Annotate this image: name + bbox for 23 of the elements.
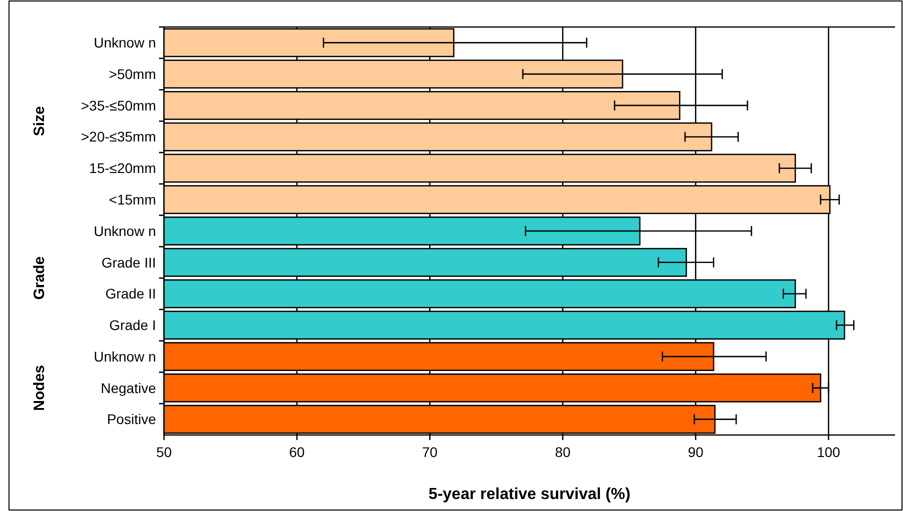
- y-tick-label: >50mm: [108, 66, 156, 82]
- y-tick-label: >35-≤50mm: [81, 97, 156, 114]
- x-tick-label: 80: [554, 444, 571, 460]
- x-tick-label: 100: [816, 444, 840, 460]
- y-tick-label: <15mm: [108, 192, 156, 208]
- x-tick-label: 70: [422, 444, 438, 460]
- text: Grade: [31, 256, 48, 300]
- y-tick-label: >20-≤35mm: [81, 128, 156, 145]
- x-axis-title: 5-year relative survival (%): [428, 486, 630, 503]
- x-tick-label: 90: [688, 444, 704, 460]
- y-tick-label: Unknow n: [94, 34, 156, 51]
- text: Size: [31, 106, 48, 136]
- y-tick-label: Negative: [100, 380, 156, 396]
- x-tick-label: 50: [156, 444, 172, 460]
- x-tick-label: 60: [289, 444, 305, 460]
- y-tick-label: Unknow n: [94, 222, 156, 239]
- y-tick-label: 15-≤20mm: [89, 160, 156, 176]
- y-tick-label: Grade I: [109, 317, 156, 334]
- y-tick-label: Positive: [106, 411, 156, 428]
- y-tick-label: Grade III: [102, 254, 156, 270]
- y-tick-label: Grade II: [105, 286, 156, 302]
- text: Nodes: [31, 365, 48, 411]
- y-tick-label: Unknow n: [94, 348, 156, 364]
